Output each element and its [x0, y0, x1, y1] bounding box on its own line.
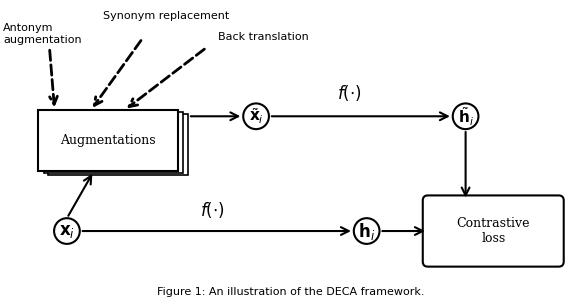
Circle shape: [243, 103, 269, 129]
Text: Antonym
augmentation: Antonym augmentation: [3, 23, 81, 45]
Circle shape: [54, 218, 80, 244]
Text: Figure 1: An illustration of the DECA framework.: Figure 1: An illustration of the DECA fr…: [157, 287, 425, 297]
Text: Augmentations: Augmentations: [60, 134, 155, 147]
Text: Contrastive
loss: Contrastive loss: [456, 217, 530, 245]
Text: $\mathbf{h}_i$: $\mathbf{h}_i$: [358, 221, 375, 241]
Circle shape: [354, 218, 379, 244]
Text: $\tilde{\mathbf{x}}_i$: $\tilde{\mathbf{x}}_i$: [249, 106, 264, 126]
Text: $\tilde{\mathbf{h}}_i$: $\tilde{\mathbf{h}}_i$: [457, 105, 474, 128]
FancyBboxPatch shape: [44, 112, 183, 173]
Text: $\mathbf{x}_i$: $\mathbf{x}_i$: [59, 222, 75, 240]
Text: Back translation: Back translation: [218, 32, 309, 42]
Text: $f(\cdot)$: $f(\cdot)$: [200, 200, 225, 220]
FancyBboxPatch shape: [48, 114, 188, 175]
FancyBboxPatch shape: [38, 110, 178, 171]
Text: $f(\cdot)$: $f(\cdot)$: [337, 83, 361, 103]
Circle shape: [453, 103, 478, 129]
FancyBboxPatch shape: [423, 196, 564, 267]
Text: Synonym replacement: Synonym replacement: [103, 11, 229, 21]
